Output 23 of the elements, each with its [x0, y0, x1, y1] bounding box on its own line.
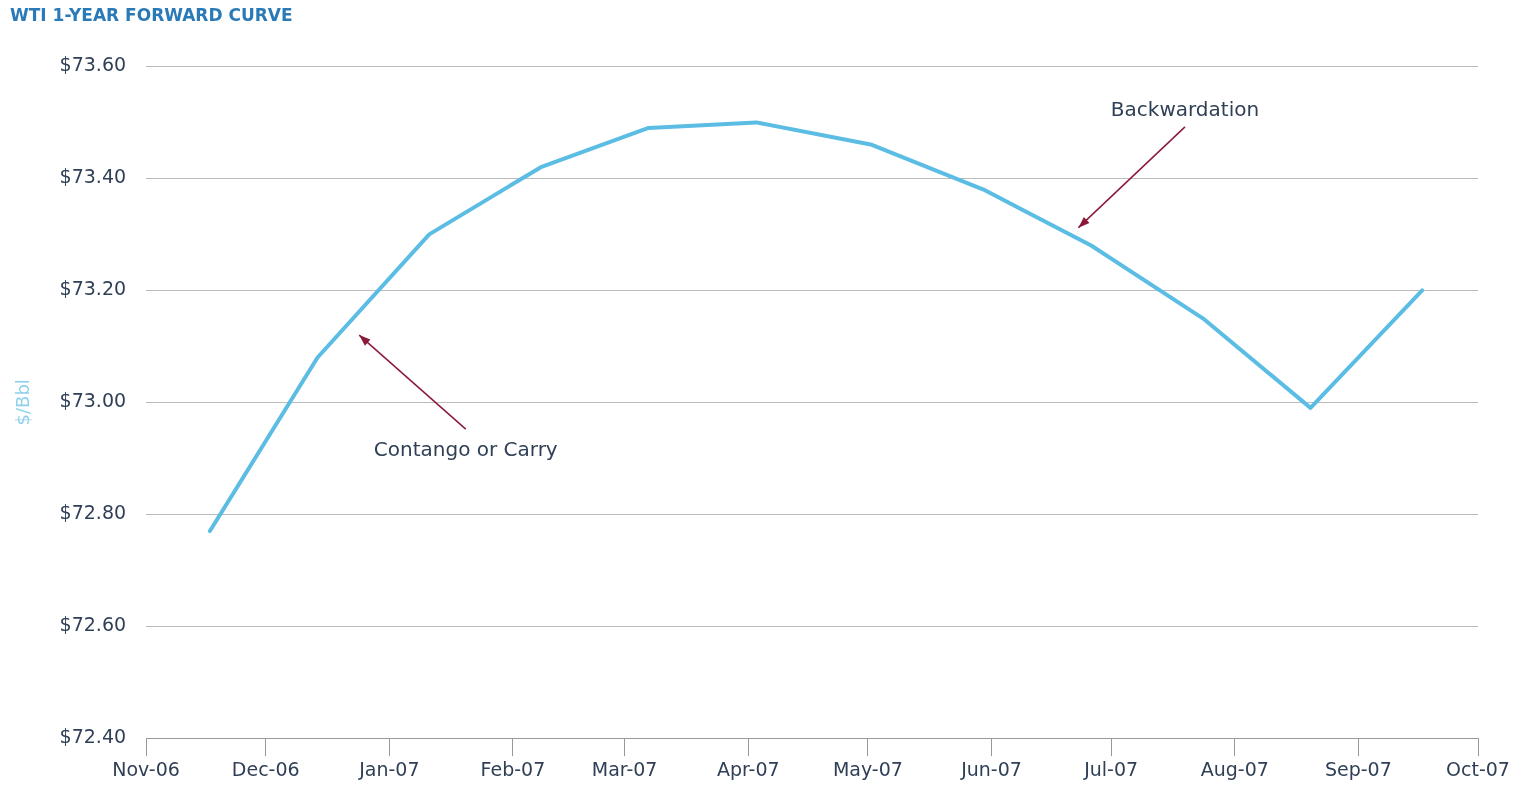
- y-tick-label: $73.60: [59, 53, 127, 76]
- x-tick-label: Sep-07: [1324, 757, 1392, 780]
- chart-title: WTI 1-YEAR FORWARD CURVE: [10, 4, 293, 25]
- x-tick-label: Feb-07: [480, 757, 546, 780]
- x-tick-label: Jun-07: [960, 757, 1022, 780]
- x-tick-label: Apr-07: [716, 757, 780, 780]
- y-tick-label: $72.40: [59, 725, 127, 748]
- x-tick-label: Jul-07: [1083, 757, 1139, 780]
- annotation: Contango or Carry: [373, 437, 558, 462]
- x-tick-label: Jan-07: [358, 757, 420, 780]
- x-tick-label: Aug-07: [1200, 757, 1269, 780]
- x-tick-label: Oct-07: [1446, 757, 1510, 780]
- y-tick-label: $73.40: [59, 165, 127, 188]
- y-tick-label: $72.80: [59, 501, 127, 524]
- x-tick-label: May-07: [832, 757, 903, 780]
- x-tick-label: Dec-06: [231, 757, 300, 780]
- y-tick-label: $73.20: [59, 277, 127, 300]
- x-tick-label: Mar-07: [591, 757, 658, 780]
- y-tick-label: $72.60: [59, 613, 127, 636]
- y-axis-title: $/Bbl: [12, 379, 34, 426]
- y-tick-label: $73.00: [59, 389, 127, 412]
- x-tick-label: Nov-06: [112, 757, 180, 780]
- annotation: Backwardation: [1110, 97, 1260, 122]
